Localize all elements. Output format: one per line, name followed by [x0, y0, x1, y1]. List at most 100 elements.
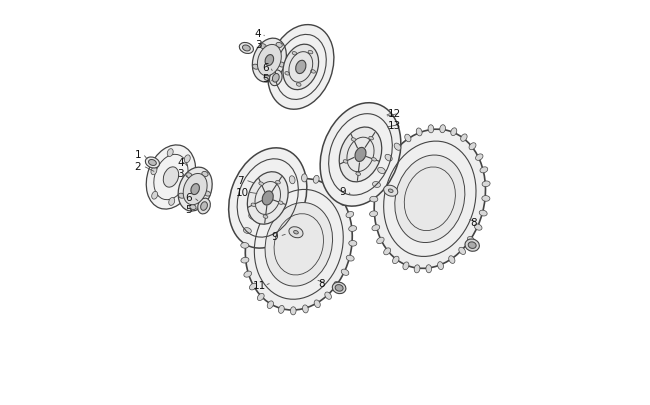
- Ellipse shape: [266, 190, 273, 197]
- Ellipse shape: [476, 154, 483, 161]
- Ellipse shape: [204, 192, 211, 196]
- Ellipse shape: [151, 168, 157, 175]
- Ellipse shape: [393, 257, 399, 264]
- Ellipse shape: [378, 168, 385, 174]
- Text: 13: 13: [388, 120, 401, 130]
- Ellipse shape: [250, 284, 257, 290]
- Ellipse shape: [414, 265, 420, 273]
- Ellipse shape: [356, 173, 361, 176]
- Text: 4: 4: [255, 29, 261, 38]
- Ellipse shape: [385, 155, 392, 162]
- Ellipse shape: [440, 126, 445, 133]
- Ellipse shape: [320, 103, 401, 207]
- Ellipse shape: [248, 172, 288, 225]
- Ellipse shape: [283, 45, 318, 90]
- Ellipse shape: [474, 224, 482, 230]
- Text: 9: 9: [339, 186, 346, 196]
- Ellipse shape: [244, 271, 252, 277]
- Ellipse shape: [257, 294, 264, 301]
- Ellipse shape: [292, 52, 297, 56]
- Ellipse shape: [369, 137, 374, 141]
- Ellipse shape: [257, 45, 281, 77]
- Text: 8: 8: [318, 279, 325, 289]
- Ellipse shape: [389, 190, 393, 193]
- Ellipse shape: [201, 202, 207, 211]
- Text: 8: 8: [470, 217, 476, 228]
- Ellipse shape: [291, 307, 296, 315]
- Text: 3: 3: [177, 168, 184, 179]
- Ellipse shape: [239, 43, 254, 54]
- Ellipse shape: [202, 172, 208, 177]
- Ellipse shape: [296, 83, 301, 87]
- Ellipse shape: [263, 215, 268, 219]
- Ellipse shape: [240, 243, 249, 249]
- Ellipse shape: [313, 176, 319, 184]
- Ellipse shape: [178, 194, 185, 199]
- Ellipse shape: [355, 148, 366, 162]
- Ellipse shape: [245, 179, 352, 310]
- Ellipse shape: [265, 203, 333, 286]
- Ellipse shape: [268, 26, 334, 110]
- Text: 3: 3: [255, 39, 261, 49]
- Ellipse shape: [242, 46, 250, 52]
- Ellipse shape: [372, 225, 380, 231]
- Text: 4: 4: [177, 157, 184, 167]
- Ellipse shape: [278, 63, 285, 68]
- Ellipse shape: [348, 226, 357, 232]
- Ellipse shape: [262, 192, 273, 205]
- Ellipse shape: [333, 189, 340, 196]
- Text: 1: 1: [135, 149, 141, 159]
- Ellipse shape: [335, 285, 343, 292]
- Ellipse shape: [395, 156, 465, 243]
- Text: 2: 2: [135, 161, 141, 171]
- Ellipse shape: [148, 160, 157, 166]
- Ellipse shape: [302, 305, 308, 313]
- Text: 9: 9: [271, 232, 278, 242]
- Ellipse shape: [229, 149, 307, 249]
- Ellipse shape: [308, 51, 313, 55]
- Ellipse shape: [252, 39, 287, 83]
- Ellipse shape: [394, 144, 401, 151]
- Ellipse shape: [403, 262, 409, 270]
- Ellipse shape: [267, 301, 274, 309]
- Ellipse shape: [384, 186, 398, 197]
- Text: 6: 6: [185, 193, 192, 202]
- Ellipse shape: [198, 199, 211, 214]
- Ellipse shape: [167, 149, 173, 157]
- Ellipse shape: [374, 130, 486, 269]
- Ellipse shape: [465, 239, 479, 252]
- Ellipse shape: [370, 197, 378, 202]
- Ellipse shape: [325, 292, 332, 300]
- Ellipse shape: [151, 192, 158, 200]
- Ellipse shape: [416, 129, 422, 136]
- Ellipse shape: [146, 145, 196, 209]
- Ellipse shape: [270, 71, 282, 86]
- Ellipse shape: [459, 247, 465, 255]
- Ellipse shape: [265, 55, 274, 66]
- Ellipse shape: [482, 196, 490, 202]
- Ellipse shape: [468, 242, 476, 249]
- Ellipse shape: [186, 173, 192, 178]
- Ellipse shape: [349, 241, 357, 247]
- Ellipse shape: [405, 135, 411, 143]
- Ellipse shape: [249, 214, 256, 220]
- Ellipse shape: [346, 256, 354, 261]
- Ellipse shape: [146, 158, 159, 168]
- Ellipse shape: [302, 175, 307, 182]
- Ellipse shape: [260, 45, 266, 50]
- Ellipse shape: [428, 126, 434, 134]
- Ellipse shape: [296, 61, 306, 75]
- Ellipse shape: [341, 269, 349, 276]
- Ellipse shape: [332, 282, 346, 294]
- Text: 12: 12: [388, 109, 401, 119]
- Ellipse shape: [448, 256, 455, 264]
- Ellipse shape: [257, 201, 264, 208]
- Ellipse shape: [461, 134, 467, 142]
- Ellipse shape: [479, 211, 487, 216]
- Ellipse shape: [372, 158, 376, 162]
- Ellipse shape: [259, 182, 263, 186]
- Ellipse shape: [278, 306, 284, 313]
- Text: 11: 11: [253, 281, 266, 291]
- Ellipse shape: [272, 74, 280, 83]
- Text: 10: 10: [236, 188, 249, 197]
